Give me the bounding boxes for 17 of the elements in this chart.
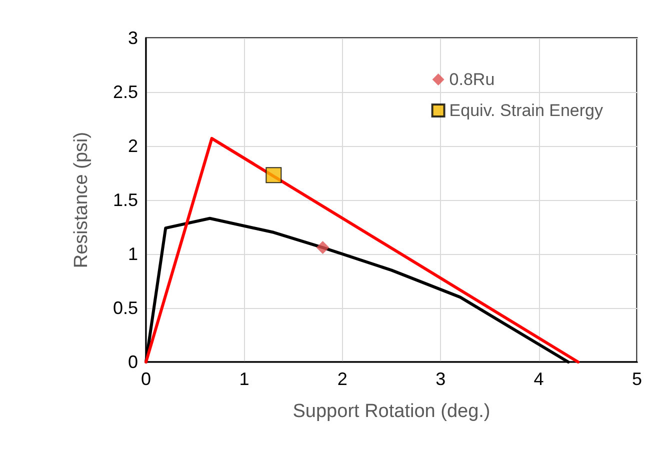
- y-tick-label: 2.5: [112, 82, 138, 102]
- y-tick-label: 3: [128, 28, 138, 48]
- y-tick-label: 0: [128, 352, 138, 372]
- legend-label: 0.8Ru: [449, 70, 495, 89]
- y-tick-label: 1.5: [112, 190, 138, 210]
- y-tick-label: 0.5: [112, 298, 138, 318]
- y-axis-title: Resistance (psi): [71, 132, 92, 268]
- x-tick-label: 2: [337, 369, 348, 389]
- x-axis-title: Support Rotation (deg.): [292, 401, 490, 422]
- legend-label: Equiv. Strain Energy: [449, 101, 604, 120]
- y-tick-label: 1: [128, 244, 138, 264]
- x-tick-label: 0: [140, 369, 152, 389]
- x-tick-label: 1: [239, 369, 250, 389]
- x-tick-label: 4: [534, 369, 544, 389]
- y-tick-label: 2: [128, 136, 138, 156]
- x-tick-label: 3: [436, 369, 446, 389]
- x-tick-label: 5: [632, 369, 642, 389]
